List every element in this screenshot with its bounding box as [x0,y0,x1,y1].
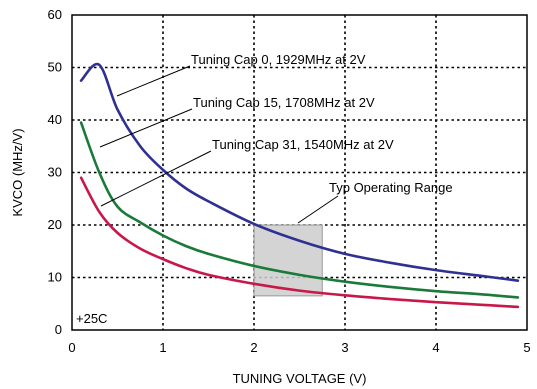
annotation-cap-0: Tuning Cap 0, 1929MHz at 2V [191,52,366,67]
series-line-cap-31 [79,176,520,309]
operating-range-box [253,224,323,297]
plot-frame [71,14,528,331]
leader-line [297,195,339,224]
leader-line [116,65,191,97]
x-tick-label: 3 [341,340,348,355]
y-tick-label: 30 [48,165,62,180]
leader-line [99,108,193,148]
annotations: Tuning Cap 0, 1929MHz at 2V Tuning Cap 15… [191,52,453,195]
series-lines [79,62,520,309]
series-line-cap-15 [79,121,520,299]
y-axis-label: KVCO (MHz/V) [10,128,25,216]
annotation-leaders [99,65,339,224]
temperature-condition-label: +25C [76,311,107,326]
x-tick-label: 0 [68,340,75,355]
y-tick-label: 60 [48,7,62,22]
annotation-operating-range: Typ Operating Range [329,180,453,195]
series-line-cap-0 [79,62,520,282]
x-tick-label: 2 [250,340,257,355]
leader-line [100,150,212,207]
annotation-cap-15: Tuning Cap 15, 1708MHz at 2V [193,95,375,110]
operating-range-region [253,224,323,297]
y-tick-label: 50 [48,60,62,75]
y-tick-label: 20 [48,217,62,232]
x-tick-label: 5 [523,340,530,355]
y-tick-label: 10 [48,270,62,285]
y-tick-label: 0 [55,322,62,337]
x-tick-label: 4 [432,340,439,355]
x-tick-label: 1 [159,340,166,355]
annotation-cap-31: Tuning Cap 31, 1540MHz at 2V [212,137,394,152]
x-axis-label: TUNING VOLTAGE (V) [233,371,367,386]
y-tick-label: 40 [48,112,62,127]
